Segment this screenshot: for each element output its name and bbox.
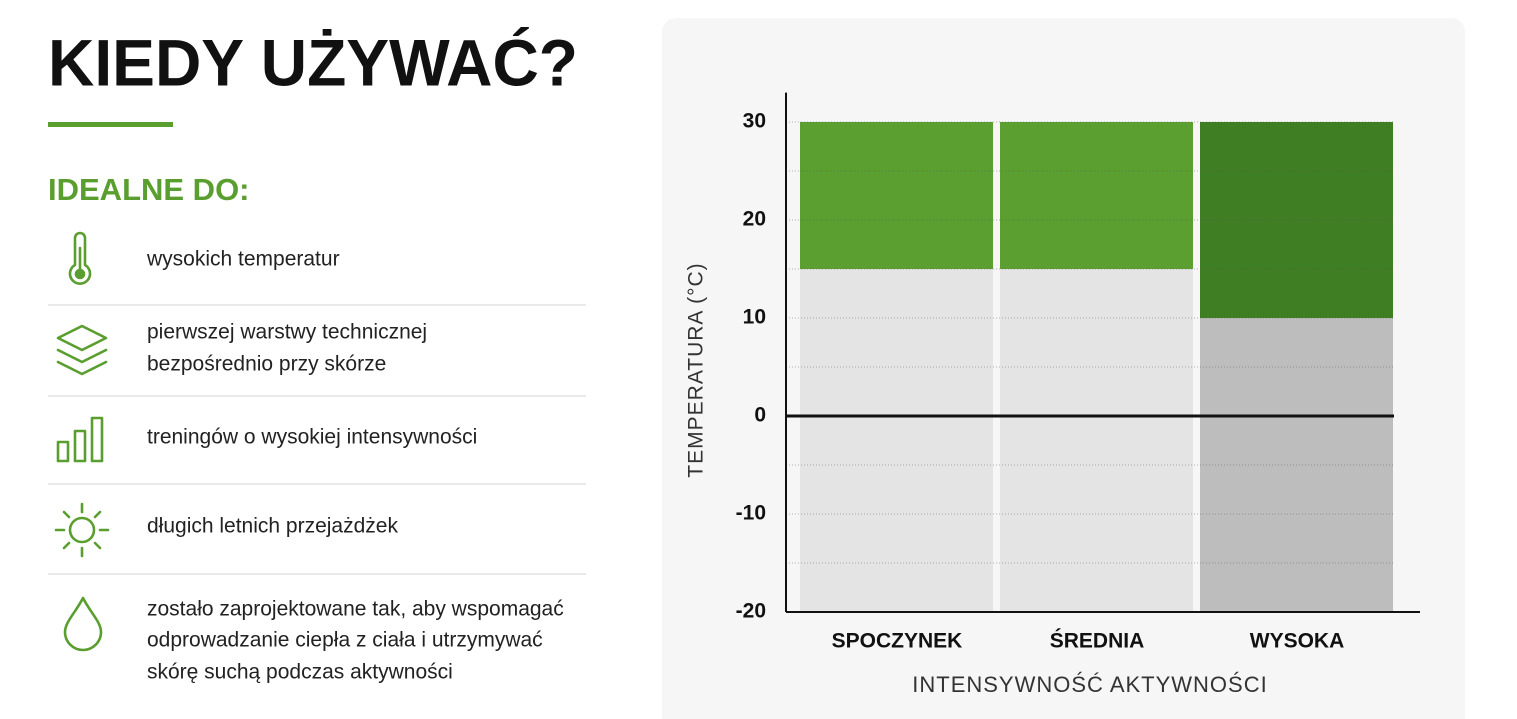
x-tick-label: SPOCZYNEK <box>832 630 963 653</box>
green-range <box>1000 122 1193 269</box>
title-underline <box>48 122 173 127</box>
item-text: pierwszej warstwy technicznej <box>147 321 427 344</box>
green-range <box>800 122 993 269</box>
y-tick-label: 10 <box>743 306 766 329</box>
y-tick-label: -10 <box>736 502 766 525</box>
item-text: skórę suchą podczas aktywności <box>147 661 453 684</box>
icon-thermometer <box>68 231 92 285</box>
y-tick-label: -20 <box>736 600 766 623</box>
y-tick-label: 20 <box>743 208 766 231</box>
icon-sun <box>54 502 110 558</box>
item-text: treningów o wysokiej intensywności <box>147 426 477 449</box>
item-text: wysokich temperatur <box>146 248 340 271</box>
title: KIEDY UŻYWAĆ? <box>48 25 578 99</box>
grey-range <box>800 269 993 612</box>
y-axis-title: TEMPERATURA (°C) <box>685 262 708 477</box>
grey-range <box>1000 269 1193 612</box>
item-text: zostało zaprojektowane tak, aby wspomaga… <box>147 598 564 621</box>
icon-bars <box>56 416 104 463</box>
icon-layers <box>56 324 108 376</box>
x-tick-label: WYSOKA <box>1250 630 1345 653</box>
item-text: długich letnich przejażdżek <box>147 515 398 538</box>
icon-drop <box>63 596 103 652</box>
y-tick-label: 30 <box>743 110 766 133</box>
item-text: odprowadzanie ciepła z ciała i utrzymywa… <box>147 629 543 652</box>
item-text: bezpośrednio przy skórze <box>147 353 386 376</box>
x-axis-title: INTENSYWNOŚĆ AKTYWNOŚCI <box>912 672 1267 697</box>
subtitle: IDEALNE DO: <box>48 172 250 207</box>
y-tick-label: 0 <box>754 404 766 427</box>
x-tick-label: ŚREDNIA <box>1050 629 1145 653</box>
separators <box>48 304 586 575</box>
